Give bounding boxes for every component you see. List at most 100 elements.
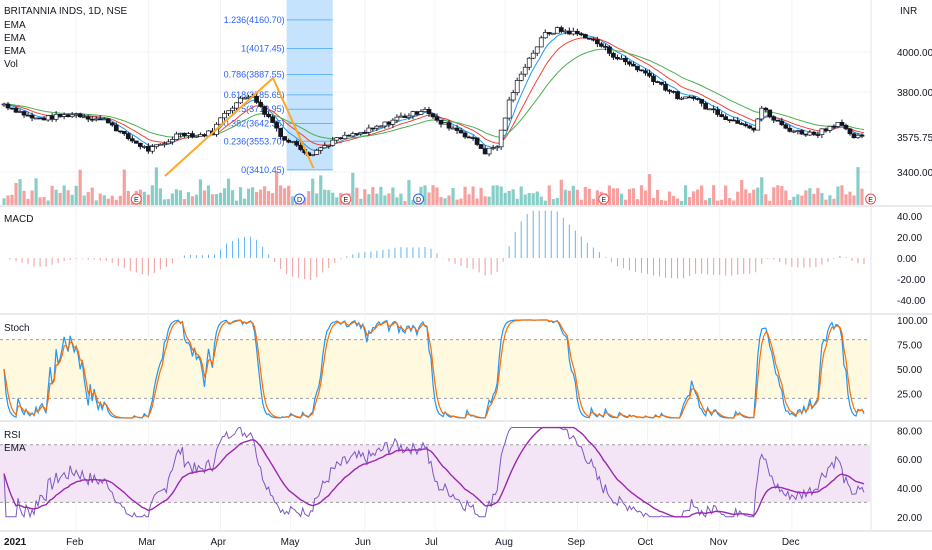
candlestick-series[interactable] bbox=[1, 25, 865, 157]
ema-lines bbox=[3, 32, 865, 151]
volume-bar bbox=[287, 185, 291, 205]
volume-bar bbox=[114, 199, 118, 205]
stoch-tick-label: 50.00 bbox=[897, 365, 922, 376]
volume-bar bbox=[583, 186, 587, 205]
overlay-label-ema-1: EMA bbox=[4, 20, 26, 31]
svg-text:E: E bbox=[601, 197, 606, 204]
volume-bar bbox=[238, 187, 243, 205]
volume-bar bbox=[659, 199, 664, 205]
zigzag-drawing[interactable] bbox=[164, 76, 315, 177]
volume-bar bbox=[667, 191, 672, 205]
candle-body bbox=[643, 70, 648, 74]
volume-bar bbox=[122, 169, 126, 205]
volume-bar bbox=[615, 188, 620, 205]
volume-bar bbox=[663, 200, 668, 205]
candle-body bbox=[422, 109, 428, 112]
candle-body bbox=[703, 102, 708, 110]
volume-bar bbox=[611, 188, 616, 205]
candle-body bbox=[85, 116, 91, 120]
candle-body bbox=[294, 141, 300, 146]
symbol-title: BRITANNIA INDS, 1D, NSE bbox=[4, 6, 128, 17]
volume-bar bbox=[198, 179, 203, 205]
candle-body bbox=[442, 122, 448, 125]
x-tick-label: Sep bbox=[567, 537, 585, 548]
volume-bar bbox=[50, 185, 54, 205]
candle-body bbox=[29, 114, 35, 119]
volume-bar bbox=[126, 190, 130, 205]
svg-text:E: E bbox=[343, 197, 348, 204]
candle-body bbox=[599, 43, 604, 47]
candle-body bbox=[182, 132, 187, 136]
x-tick-label: Jul bbox=[425, 537, 438, 548]
candle-body bbox=[45, 115, 51, 121]
volume-bar bbox=[387, 193, 391, 205]
volume-bar bbox=[383, 195, 387, 205]
volume-bar bbox=[70, 194, 74, 205]
candle-body bbox=[342, 134, 348, 140]
candle-body bbox=[591, 38, 596, 41]
x-tick-label: May bbox=[281, 537, 300, 548]
volume-bar bbox=[744, 189, 748, 205]
macd-tick-label: 0.00 bbox=[897, 254, 917, 265]
candle-body bbox=[202, 134, 207, 137]
candle-body bbox=[647, 72, 652, 77]
volume-bar bbox=[194, 194, 199, 205]
price-tick-label: 4000.00 bbox=[897, 48, 932, 59]
candle-body bbox=[731, 119, 737, 122]
marker-E: E bbox=[130, 193, 142, 205]
stoch-tick-label: 75.00 bbox=[897, 341, 922, 352]
volume-bar bbox=[74, 185, 78, 205]
volume-bar bbox=[423, 185, 427, 205]
candle-body bbox=[611, 52, 616, 58]
rsi-label: RSI bbox=[4, 430, 21, 441]
volume-bar bbox=[820, 193, 824, 205]
volume-bar bbox=[162, 199, 166, 205]
volume-bar bbox=[327, 190, 331, 205]
x-tick-label: Nov bbox=[710, 537, 728, 548]
volume-bar bbox=[319, 175, 323, 205]
candle-body bbox=[835, 122, 841, 127]
candle-body bbox=[125, 133, 131, 140]
candle-body bbox=[17, 111, 23, 113]
candle-body bbox=[811, 131, 817, 135]
fib-level-label: 0(3410.45) bbox=[241, 165, 285, 175]
candle-body bbox=[486, 147, 492, 155]
volume-bar bbox=[355, 187, 359, 205]
candle-body bbox=[222, 113, 227, 119]
volume-bar bbox=[527, 192, 531, 205]
candle-body bbox=[366, 127, 372, 133]
candle-body bbox=[639, 69, 644, 72]
volume-bar bbox=[623, 199, 628, 205]
rsi-band bbox=[0, 444, 870, 503]
candle-body bbox=[186, 133, 191, 136]
volume-bar bbox=[692, 191, 696, 205]
volume-bar bbox=[619, 193, 624, 205]
candle-body bbox=[194, 135, 199, 138]
volume-bar bbox=[547, 185, 551, 205]
volume-bar bbox=[46, 200, 50, 205]
volume-bar bbox=[796, 194, 800, 205]
volume-bar bbox=[146, 194, 150, 205]
candle-body bbox=[1, 103, 7, 106]
candle-body bbox=[230, 107, 235, 112]
macd-tick-label: 40.00 bbox=[897, 212, 922, 223]
volume-bar bbox=[535, 191, 539, 205]
candle-body bbox=[166, 141, 171, 145]
volume-bar bbox=[250, 187, 255, 205]
candle-body bbox=[587, 37, 592, 40]
candle-body bbox=[190, 133, 195, 138]
volume-bar bbox=[335, 197, 339, 205]
volume-bar bbox=[752, 189, 756, 205]
volume-bar bbox=[792, 196, 796, 205]
candle-body bbox=[635, 65, 640, 71]
candle-body bbox=[566, 30, 572, 35]
candle-body bbox=[787, 127, 793, 132]
volume-bar bbox=[712, 185, 716, 205]
candle-body bbox=[414, 111, 420, 115]
volume-bar bbox=[110, 195, 114, 205]
candle-body bbox=[334, 137, 340, 141]
rsi-tick-label: 80.00 bbox=[897, 426, 922, 437]
volume-bar bbox=[479, 187, 483, 205]
candle-body bbox=[318, 147, 324, 151]
volume-bar bbox=[539, 196, 543, 205]
